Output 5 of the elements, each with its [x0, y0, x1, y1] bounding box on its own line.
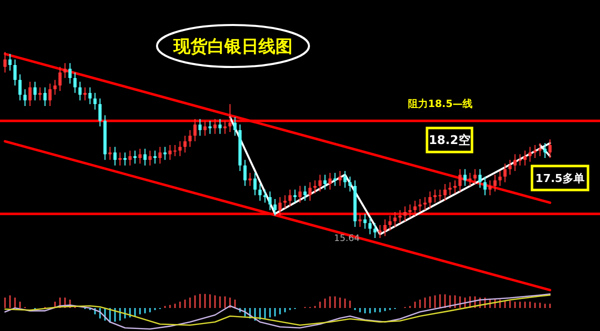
chart-title: 现货白银日线图: [172, 37, 292, 57]
ref-line-label: 阻力18.5—线: [408, 98, 473, 110]
annotation: 18.2空: [428, 133, 470, 147]
annotation: 15.64: [334, 234, 360, 244]
annotation: 17.5多单: [535, 172, 585, 185]
